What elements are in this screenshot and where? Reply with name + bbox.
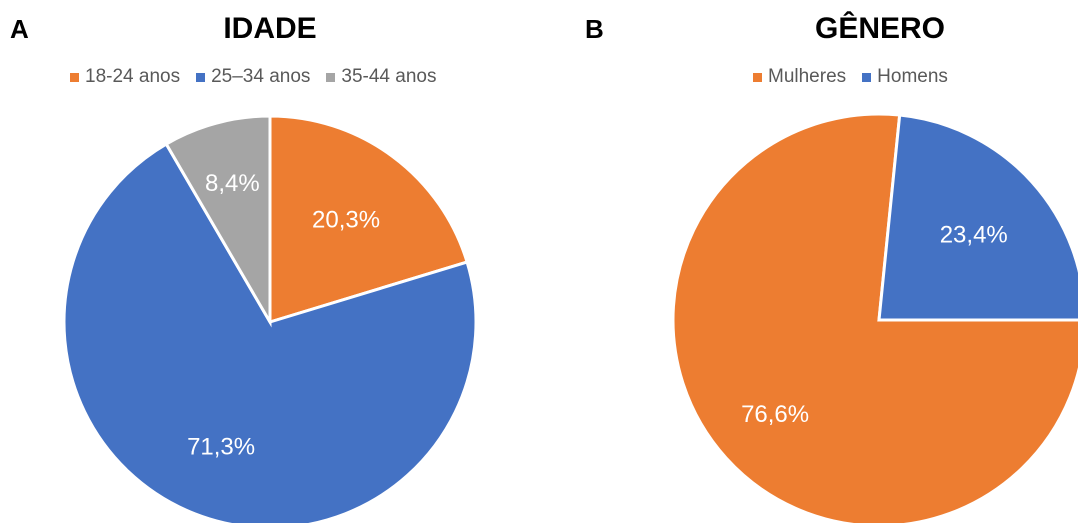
panel-a-title: IDADE <box>223 12 317 45</box>
panel-b-title: GÊNERO <box>814 12 946 45</box>
pie-slice <box>268 114 469 325</box>
legend-item: Mulheres <box>753 66 846 88</box>
legend-item: 35-44 anos <box>326 66 436 88</box>
pie-slice <box>671 112 1078 523</box>
legend-swatch <box>70 72 79 82</box>
legend-swatch <box>326 72 336 82</box>
legend-label: Homens <box>877 66 948 87</box>
legend-item: 18-24 anos <box>70 66 180 88</box>
legend-item: 25–34 anos <box>196 66 310 88</box>
panel-a-letter: A <box>10 14 29 44</box>
legend-label: 18-24 anos <box>85 66 181 87</box>
legend-label: 25–34 anos <box>211 66 311 87</box>
panel-b-letter: B <box>585 14 604 44</box>
legend-label: Mulheres <box>768 66 847 87</box>
legend-label: 35-44 anos <box>341 66 437 87</box>
legend-swatch <box>862 72 872 82</box>
slice-data-label: 8,4% <box>205 170 260 197</box>
slice-data-label: 71,3% <box>187 434 255 461</box>
legend-swatch <box>196 72 206 82</box>
pie-slice <box>164 114 272 328</box>
panel-b-legend: Mulheres Homens <box>753 66 948 88</box>
slice-data-label: 20,3% <box>312 206 380 233</box>
slice-data-label: 23,4% <box>940 221 1008 248</box>
panel-a-legend: 18-24 anos 25–34 anos 35-44 anos <box>70 66 436 88</box>
pie-slice <box>62 141 478 523</box>
pie-slice <box>877 113 1078 322</box>
legend-swatch <box>753 72 762 82</box>
slice-data-label: 76,6% <box>741 401 809 428</box>
legend-item: Homens <box>862 66 948 88</box>
